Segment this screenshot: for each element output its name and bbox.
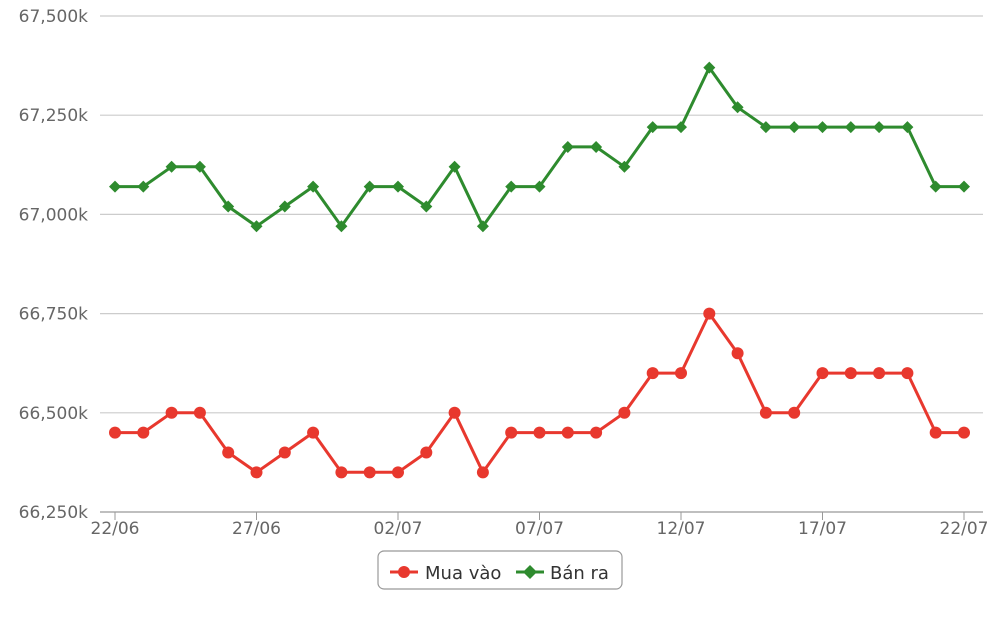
data-point-ban-ra[interactable] [533, 180, 546, 193]
data-point-mua-vao[interactable] [307, 426, 320, 439]
data-point-ban-ra[interactable] [165, 160, 178, 173]
data-point-mua-vao[interactable] [703, 307, 716, 320]
legend-label-mua-vao: Mua vào [425, 563, 501, 584]
data-point-ban-ra[interactable] [448, 160, 461, 173]
x-tick-label: 22/06 [91, 519, 140, 539]
y-tick-label: 66,250k [19, 503, 88, 523]
data-point-ban-ra[interactable] [618, 160, 631, 173]
x-tick-label: 07/07 [515, 519, 564, 539]
data-point-ban-ra[interactable] [561, 140, 574, 153]
data-point-ban-ra[interactable] [646, 121, 659, 134]
data-point-ban-ra[interactable] [731, 101, 744, 114]
data-point-ban-ra[interactable] [844, 121, 857, 134]
data-point-ban-ra[interactable] [335, 220, 348, 233]
data-point-ban-ra[interactable] [929, 180, 942, 193]
data-point-ban-ra[interactable] [392, 180, 404, 193]
y-axis: 66,250k 66,500k 66,750k 67,000k 67,250k 67,50… [19, 7, 88, 523]
data-point-mua-vao[interactable] [363, 466, 376, 479]
legend-item-mua-vao[interactable]: Mua vào [390, 563, 501, 584]
data-point-mua-vao[interactable] [646, 367, 659, 380]
data-point-mua-vao[interactable] [448, 406, 461, 419]
data-point-mua-vao[interactable] [109, 426, 121, 439]
data-point-ban-ra[interactable] [816, 121, 829, 134]
data-point-ban-ra[interactable] [420, 200, 433, 213]
data-point-mua-vao[interactable] [505, 426, 518, 439]
y-tick-label: 67,000k [19, 205, 88, 225]
data-point-ban-ra[interactable] [958, 180, 970, 193]
y-tick-label: 67,250k [19, 106, 88, 126]
data-point-ban-ra[interactable] [873, 121, 886, 134]
series-layer [109, 61, 970, 479]
data-point-mua-vao[interactable] [222, 446, 235, 459]
data-point-mua-vao[interactable] [420, 446, 433, 459]
data-point-mua-vao[interactable] [278, 446, 291, 459]
data-point-ban-ra[interactable] [278, 200, 291, 213]
data-point-ban-ra[interactable] [759, 121, 772, 134]
data-point-ban-ra[interactable] [703, 61, 716, 74]
legend-item-ban-ra[interactable]: Bán ra [516, 563, 609, 584]
data-point-mua-vao[interactable] [873, 367, 886, 380]
data-point-mua-vao[interactable] [392, 466, 404, 479]
data-point-mua-vao[interactable] [533, 426, 546, 439]
data-point-ban-ra[interactable] [788, 121, 801, 134]
data-point-mua-vao[interactable] [929, 426, 942, 439]
data-point-mua-vao[interactable] [590, 426, 603, 439]
data-point-ban-ra[interactable] [193, 160, 206, 173]
data-point-ban-ra[interactable] [250, 220, 263, 233]
data-point-mua-vao[interactable] [618, 406, 631, 419]
data-point-mua-vao[interactable] [165, 406, 178, 419]
data-point-mua-vao[interactable] [561, 426, 574, 439]
series-mua-vao [109, 307, 970, 479]
x-axis: 22/06 27/06 02/07 07/07 12/07 17/07 22/07 [91, 512, 989, 539]
data-point-mua-vao[interactable] [901, 367, 914, 380]
data-point-mua-vao[interactable] [137, 426, 150, 439]
legend-marker-mua-vao [398, 566, 410, 578]
x-tick-label: 12/07 [657, 519, 706, 539]
legend[interactable]: Mua vào Bán ra [377, 550, 623, 590]
data-point-ban-ra[interactable] [137, 180, 150, 193]
data-point-ban-ra[interactable] [476, 220, 489, 233]
x-tick-label: 02/07 [374, 519, 423, 539]
legend-box [377, 550, 623, 590]
data-point-mua-vao[interactable] [476, 466, 489, 479]
data-point-ban-ra[interactable] [590, 140, 603, 153]
data-point-mua-vao[interactable] [250, 466, 263, 479]
x-tick-label: 17/07 [798, 519, 847, 539]
data-point-mua-vao[interactable] [759, 406, 772, 419]
data-point-ban-ra[interactable] [505, 180, 518, 193]
data-point-ban-ra[interactable] [109, 180, 121, 193]
series-ban-ra [109, 61, 970, 233]
data-point-mua-vao[interactable] [675, 367, 687, 380]
x-tick-label: 22/07 [940, 519, 989, 539]
data-point-ban-ra[interactable] [901, 121, 914, 134]
data-point-ban-ra[interactable] [363, 180, 376, 193]
x-tick-label: 27/06 [232, 519, 281, 539]
gridlines [100, 15, 983, 513]
series-line-ban-ra [115, 66, 964, 228]
data-point-mua-vao[interactable] [816, 367, 829, 380]
legend-marker-ban-ra [523, 565, 537, 579]
y-tick-label: 66,750k [19, 305, 88, 325]
data-point-ban-ra[interactable] [675, 121, 687, 134]
legend-label-ban-ra: Bán ra [550, 563, 609, 584]
data-point-mua-vao[interactable] [335, 466, 348, 479]
data-point-mua-vao[interactable] [788, 406, 801, 419]
data-point-ban-ra[interactable] [307, 180, 320, 193]
data-point-ban-ra[interactable] [222, 200, 235, 213]
data-point-mua-vao[interactable] [193, 406, 206, 419]
data-point-mua-vao[interactable] [731, 347, 744, 360]
y-tick-label: 67,500k [19, 7, 88, 27]
series-line-mua-vao [115, 312, 964, 474]
y-tick-label: 66,500k [19, 404, 88, 424]
data-point-mua-vao[interactable] [958, 426, 970, 439]
data-point-mua-vao[interactable] [844, 367, 857, 380]
